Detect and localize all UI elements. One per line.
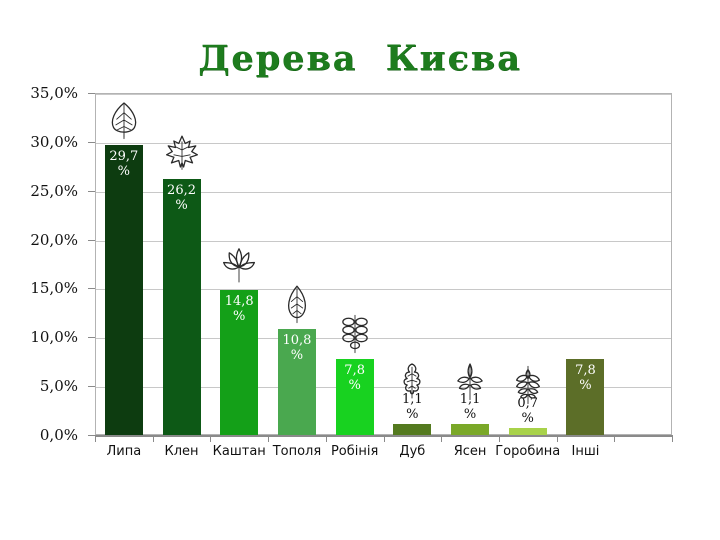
x-tick-label: Інші <box>571 444 600 459</box>
gridline <box>96 387 671 389</box>
bar-value-label: 29,7 % <box>109 148 139 179</box>
maple-leaf-icon <box>165 133 199 175</box>
x-tick-label: Тополя <box>272 444 322 459</box>
bar-value-label: 10,8 % <box>282 333 312 364</box>
y-tick-label: 15,0% <box>30 279 78 298</box>
y-tick-label: 35,0% <box>30 84 78 102</box>
y-tick-mark <box>88 190 95 192</box>
x-tick-label: Каштан <box>212 444 266 459</box>
x-tick-mark <box>268 435 270 442</box>
y-tick-label: 20,0% <box>30 230 78 249</box>
chart-title: Дерева Києва <box>198 38 522 79</box>
y-tick-mark <box>88 288 95 290</box>
bar-slot: 14,8 % <box>210 93 268 435</box>
x-tick-label: Липа <box>106 444 142 459</box>
bar-value-label: 7,8 % <box>344 362 365 393</box>
bar-value-label: 26,2 % <box>167 183 196 213</box>
y-axis: 0,0% 5,0% 10,0% 15,0% 20,0% 25,0% 30,0% 35,0% <box>0 84 95 444</box>
bar-slot: 7,8 % <box>557 93 615 435</box>
x-tick-label: Дуб <box>399 444 426 459</box>
bar[interactable]: 7,8 % <box>335 358 374 435</box>
y-tick-mark <box>88 141 95 143</box>
y-tick-mark <box>88 93 95 94</box>
x-tick-mark <box>672 435 673 442</box>
poplar-leaf-icon <box>280 283 314 325</box>
gridline <box>96 240 671 242</box>
linden-leaf-icon <box>107 99 141 141</box>
bar-slot: 7,8 % <box>326 93 384 435</box>
y-tick-label: 5,0% <box>39 377 78 396</box>
x-tick-mark <box>614 435 616 442</box>
x-tick-label: Робінія <box>330 444 379 459</box>
x-tick-label: Горобина <box>495 444 561 459</box>
rowan-leaf-icon <box>511 364 545 406</box>
bar[interactable] <box>451 424 490 435</box>
bar-slot: 10,8 % <box>268 93 326 435</box>
bar-slot: 29,7 % <box>95 93 153 435</box>
bar[interactable]: 14,8 % <box>220 290 259 435</box>
robinia-leaf-icon <box>338 313 372 355</box>
y-tick-mark <box>88 435 95 436</box>
y-tick-mark <box>88 337 95 339</box>
bar[interactable] <box>508 428 547 435</box>
gridline <box>96 142 671 144</box>
x-tick-mark <box>210 435 212 442</box>
gridline <box>96 289 671 291</box>
oak-leaf-icon <box>395 360 429 402</box>
x-tick-mark <box>383 435 385 442</box>
bar[interactable]: 29,7 % <box>104 144 143 435</box>
bar-series: 29,7 % 26,2 % 14,8 % 10,8 % 7,8 % 1,1 % 1,1 % 0… <box>95 93 672 435</box>
chestnut-leaf-icon <box>222 244 256 286</box>
y-tick-label: 30,0% <box>30 132 78 151</box>
bar-value-label: 7,8 % <box>575 362 596 393</box>
gridline <box>96 94 671 95</box>
gridline <box>96 191 671 193</box>
y-tick-mark <box>88 386 95 388</box>
x-tick-mark <box>556 435 558 442</box>
x-tick-mark <box>152 435 154 442</box>
bar-slot: 26,2 % <box>153 93 211 435</box>
y-tick-label: 25,0% <box>30 181 78 200</box>
bar[interactable]: 26,2 % <box>162 179 201 435</box>
bar-value-label: 14,8 % <box>224 294 254 325</box>
y-tick-label: 10,0% <box>30 328 78 347</box>
bar-slot: 0,7 % <box>499 93 557 435</box>
y-tick-mark <box>88 239 95 241</box>
x-axis-labels: Липа Клен Каштан Тополя Робінія Дуб Ясен Гороби… <box>95 444 672 468</box>
bar[interactable] <box>393 424 432 435</box>
x-tick-mark <box>95 435 96 442</box>
y-tick-label: 0,0% <box>39 426 78 444</box>
gridline <box>96 338 671 340</box>
bar-slot: 1,1 % <box>441 93 499 435</box>
bar-slot: 1,1 % <box>384 93 442 435</box>
x-tick-mark <box>325 435 327 442</box>
x-tick-label: Ясен <box>453 444 487 459</box>
x-tick-label: Клен <box>164 444 199 459</box>
ash-leaf-icon <box>453 360 487 402</box>
bar[interactable]: 7,8 % <box>566 358 605 435</box>
bar[interactable]: 10,8 % <box>277 329 316 435</box>
x-tick-mark <box>498 435 500 442</box>
x-tick-mark <box>441 435 443 442</box>
